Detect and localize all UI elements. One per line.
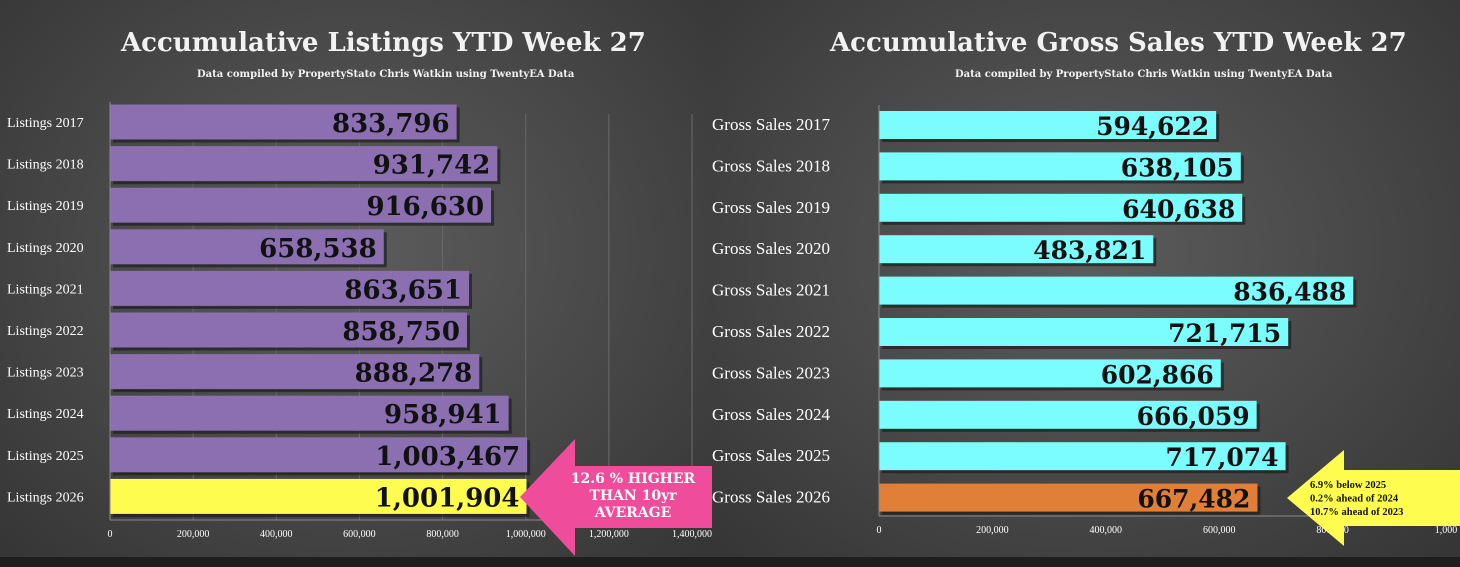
x-tick-label: 1,400,000 [672,529,712,540]
x-tick-label: 200,000 [177,529,210,540]
x-tick-label: 800,000 [426,529,459,540]
bar-value-label: 916,630 [366,192,484,222]
listings-bar-chart: Listings 2017 833,796 Listings 2018 931,742… [7,102,712,556]
bar [110,187,492,223]
bar [879,359,1221,388]
x-tick-label: 600,000 [343,529,376,540]
bar [879,276,1354,305]
category-label: Gross Sales 2018 [712,156,830,175]
bar-value-label: 958,941 [384,400,502,430]
annotation-text: 10.7% ahead of 2023 [1310,507,1403,518]
bar [879,235,1154,264]
listings-chart-subtitle: Data compiled by PropertyStato Chris Wat… [197,69,575,80]
bar [879,318,1289,346]
annotation-text: THAN 10yr [589,488,677,504]
annotation-text: 0.2% ahead of 2024 [1310,494,1399,505]
x-tick-label: 1,200,000 [589,529,629,540]
bar [110,437,528,473]
bar-value-label: 888,278 [355,359,473,389]
bar [879,442,1286,471]
category-label: Gross Sales 2026 [712,488,830,507]
category-label: Listings 2024 [7,407,84,422]
category-label: Gross Sales 2020 [712,239,830,258]
x-tick-label: 400,000 [260,529,293,540]
bar-value-label: 1,001,904 [375,483,520,513]
bar [879,400,1257,429]
annotation-arrow [520,439,712,556]
annotation-arrow [1287,450,1460,546]
category-label: Listings 2026 [7,490,84,505]
gross-sales-chart-subtitle: Data compiled by PropertyStato Chris Wat… [955,69,1333,80]
bar [110,270,470,306]
bar [879,483,1258,512]
bar-value-label: 833,796 [332,109,450,139]
category-label: Listings 2020 [7,241,84,256]
bar-value-label: 836,488 [1233,278,1346,307]
category-label: Gross Sales 2017 [712,115,831,134]
x-tick-label: 1,000 [1435,525,1458,536]
bar [110,312,467,348]
annotation-text: AVERAGE [594,505,672,521]
bar-value-label: 483,821 [1033,236,1146,265]
category-label: Listings 2025 [7,449,84,464]
category-label: Gross Sales 2019 [712,198,830,217]
gross-sales-chart-title: Accumulative Gross Sales YTD Week 27 [830,28,1407,58]
gross-sales-chart-panel: Accumulative Gross Sales YTD Week 27 Dat… [712,0,1460,557]
bar [879,193,1243,222]
bar [110,478,527,514]
annotation-text: 12.6 % HIGHER [571,471,696,487]
category-label: Listings 2022 [7,324,84,339]
category-label: Listings 2021 [7,282,84,297]
category-label: Gross Sales 2025 [712,446,830,465]
bar [110,104,457,140]
bar-value-label: 721,715 [1168,319,1281,348]
bar-value-label: 931,742 [373,151,491,181]
bar-value-label: 858,750 [342,317,460,347]
category-label: Gross Sales 2023 [712,363,830,382]
x-tick-label: 1,000,000 [506,529,546,540]
bar [110,229,384,265]
bar-value-label: 640,638 [1122,195,1235,224]
bar-value-label: 658,538 [259,234,377,264]
bar [110,146,498,182]
x-tick-label: 0 [877,525,882,536]
category-label: Gross Sales 2021 [712,281,830,300]
gross-sales-bar-chart: Gross Sales 2017 594,622 Gross Sales 2018 6… [712,105,1460,546]
bar [879,152,1241,181]
category-label: Listings 2017 [7,116,84,131]
bar-value-label: 1,003,467 [375,442,520,472]
category-label: Gross Sales 2024 [712,405,831,424]
listings-chart-panel: Accumulative Listings YTD Week 27 Data c… [0,0,712,557]
category-label: Listings 2023 [7,366,84,381]
bar [110,354,480,390]
x-tick-label: 0 [108,529,113,540]
bar-value-label: 602,866 [1101,360,1214,389]
category-label: Listings 2019 [7,199,84,214]
bar-value-label: 666,059 [1137,402,1250,431]
bar-value-label: 594,622 [1096,112,1209,141]
bar-value-label: 717,074 [1166,443,1279,472]
x-tick-label: 400,000 [1090,525,1123,536]
bar-value-label: 863,651 [344,275,462,305]
bar [879,111,1217,139]
bar [110,395,509,431]
listings-chart-title: Accumulative Listings YTD Week 27 [121,28,646,58]
x-tick-label: 600,000 [1203,525,1236,536]
annotation-text: 6.9% below 2025 [1310,480,1386,491]
category-label: Gross Sales 2022 [712,322,830,341]
category-label: Listings 2018 [7,158,84,173]
bar-value-label: 638,105 [1121,153,1234,182]
x-tick-label: 200,000 [976,525,1009,536]
bar-value-label: 667,482 [1137,485,1250,514]
